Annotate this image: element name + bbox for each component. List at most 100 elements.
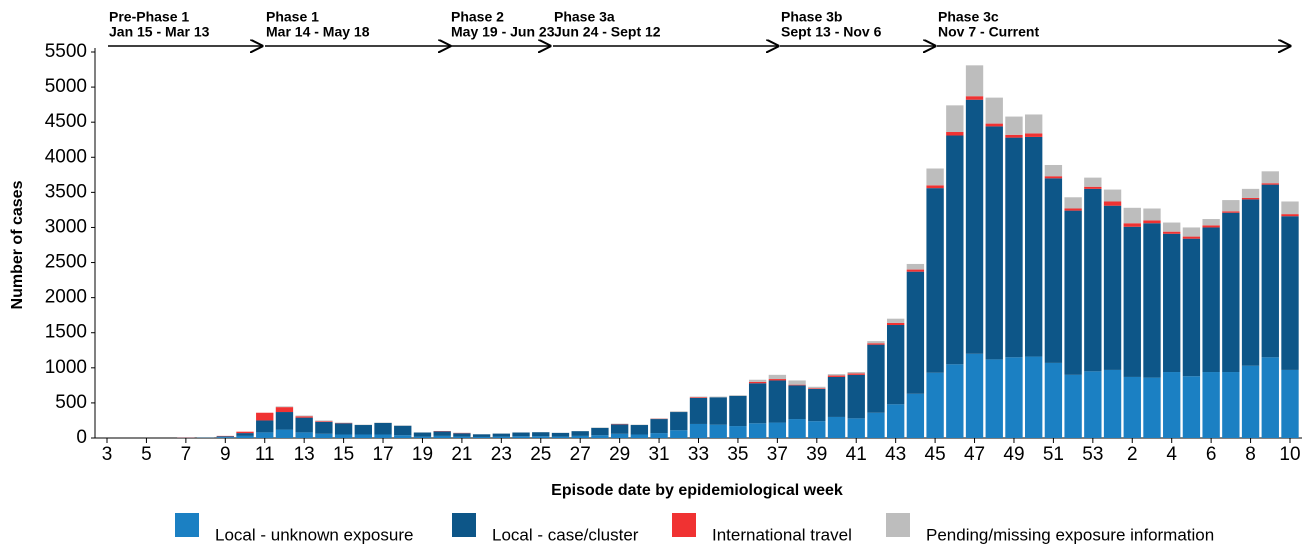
- y-tick-label: 5000: [45, 76, 87, 97]
- bar-segment: [1202, 372, 1220, 438]
- bar-segment: [788, 419, 806, 438]
- bar-segment: [1064, 197, 1082, 209]
- bar-segment: [650, 419, 668, 434]
- bar-segment: [729, 426, 747, 438]
- bar-segment: [591, 427, 609, 436]
- bar-segment: [965, 99, 984, 354]
- bar-segment: [1025, 356, 1043, 438]
- phase-name: Phase 3b: [781, 9, 842, 25]
- y-tick-label: 3500: [45, 181, 87, 202]
- bar-segment: [1182, 236, 1201, 239]
- bar-segment: [867, 341, 885, 344]
- x-tick-label: 53: [1082, 444, 1103, 465]
- bar-segment: [906, 269, 925, 272]
- bar-segment: [1143, 220, 1161, 224]
- bar-segment: [926, 168, 944, 186]
- bar-segment: [295, 416, 313, 418]
- bar-segment: [1241, 188, 1260, 198]
- bar-segment: [551, 432, 570, 437]
- y-tick-label: 1000: [45, 357, 87, 378]
- bar-segment: [965, 96, 984, 100]
- bar-segment: [906, 271, 925, 394]
- bar-segment: [827, 375, 846, 377]
- bar-segment: [827, 374, 846, 376]
- bar-segment: [413, 436, 432, 438]
- x-tick-label: 45: [925, 444, 946, 465]
- y-tick-label: 0: [76, 427, 87, 448]
- phase-name: Phase 2: [451, 9, 504, 25]
- bar-segment: [256, 432, 274, 438]
- bar-segment: [1084, 186, 1102, 189]
- x-tick-label: 31: [648, 444, 669, 465]
- bar-segment: [965, 353, 984, 438]
- bar-segment: [571, 431, 589, 436]
- x-tick-label: 43: [885, 444, 906, 465]
- bar-segment: [295, 417, 313, 433]
- bar-segment: [236, 431, 254, 434]
- bar-segment: [374, 434, 392, 438]
- bar-segment: [689, 397, 708, 424]
- bar-segment: [1182, 238, 1201, 377]
- bar-segment: [808, 386, 826, 389]
- bar-segment: [788, 385, 806, 420]
- x-tick-label: 49: [1003, 444, 1024, 465]
- bar-segment: [1261, 357, 1279, 438]
- y-tick-label: 2500: [45, 252, 87, 273]
- bar-segment: [867, 343, 885, 345]
- bar-segment: [512, 432, 530, 437]
- bar-segment: [354, 434, 372, 438]
- bar-segment: [1064, 374, 1082, 438]
- bar-segment: [1222, 211, 1240, 213]
- bar-segment: [1044, 362, 1063, 438]
- bar-segment: [1222, 200, 1240, 212]
- bar-segment: [965, 65, 984, 97]
- bar-segment: [295, 432, 313, 438]
- bar-segment: [1222, 372, 1240, 438]
- bar-segment: [275, 412, 294, 430]
- phase-name: Phase 3a: [554, 9, 615, 25]
- phase-dates: Nov 7 - Current: [938, 24, 1039, 40]
- bar-segment: [650, 433, 668, 438]
- bar-segment: [1261, 183, 1279, 185]
- x-tick-label: 10: [1279, 444, 1300, 465]
- bar-segment: [1123, 223, 1141, 227]
- phase-name: Phase 3c: [938, 9, 999, 25]
- bar-segment: [275, 429, 294, 438]
- bar-segment: [1261, 184, 1279, 358]
- bar-segment: [670, 430, 688, 438]
- bar-segment: [788, 380, 806, 385]
- bar-segment: [847, 418, 865, 438]
- bar-segment: [1143, 377, 1161, 438]
- bar-segment: [748, 379, 767, 382]
- bar-segment: [1005, 357, 1023, 438]
- bar-segment: [1163, 233, 1181, 373]
- bar-segment: [1143, 223, 1161, 378]
- bar-segment: [768, 380, 787, 423]
- bar-segment: [748, 381, 767, 384]
- x-tick-label: 35: [727, 444, 748, 465]
- bar-segment: [1103, 189, 1122, 202]
- bar-segment: [867, 344, 885, 413]
- bar-segment: [886, 325, 905, 405]
- bar-segment: [334, 434, 353, 438]
- bar-segment: [413, 432, 432, 437]
- x-tick-label: 33: [688, 444, 709, 465]
- x-tick-label: 11: [255, 444, 275, 465]
- bar-segment: [1025, 114, 1043, 134]
- phase-name: Phase 1: [266, 9, 319, 25]
- y-tick-label: 500: [55, 392, 87, 413]
- bar-segment: [571, 435, 589, 438]
- bar-segment: [729, 395, 747, 427]
- legend-swatch: [886, 513, 910, 537]
- bar-segment: [374, 422, 392, 435]
- x-tick-label: 29: [609, 444, 630, 465]
- x-tick-label: 8: [1245, 444, 1256, 465]
- legend-swatch: [672, 513, 696, 537]
- bar-segment: [1044, 176, 1063, 179]
- x-tick-label: 37: [767, 444, 788, 465]
- bar-segment: [1084, 188, 1102, 372]
- x-tick-label: 39: [806, 444, 827, 465]
- bar-segment: [1202, 219, 1220, 226]
- bar-segment: [433, 431, 451, 436]
- bar-segment: [946, 135, 964, 365]
